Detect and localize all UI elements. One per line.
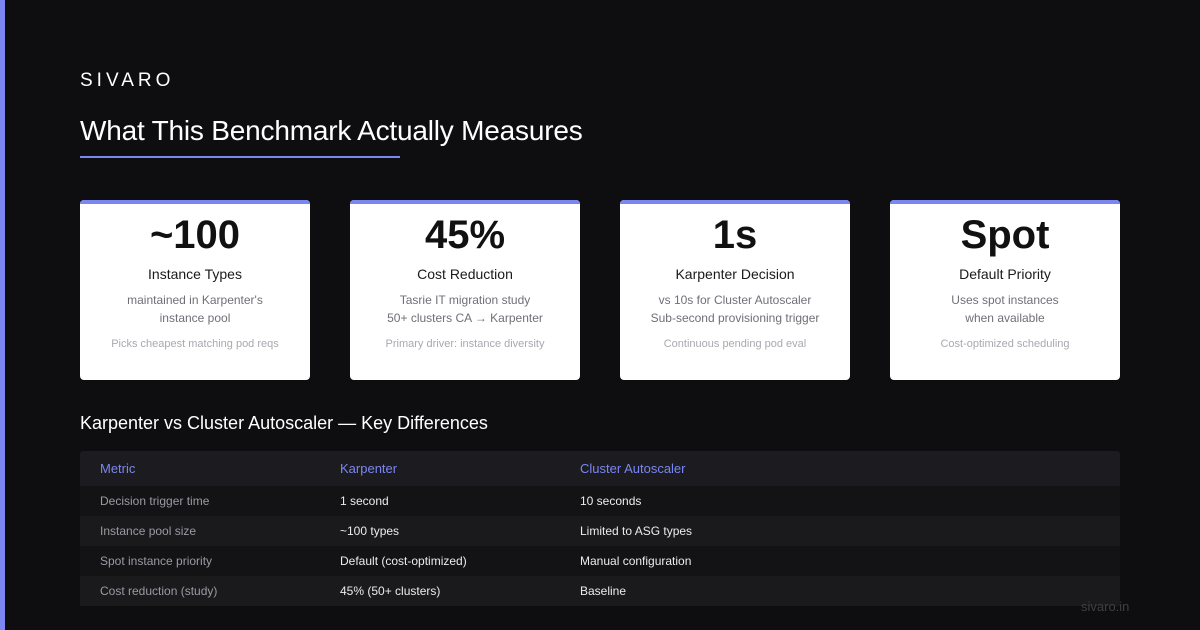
- stat-note: Picks cheapest matching pod reqs: [111, 338, 279, 350]
- stat-value: 1s: [712, 213, 758, 257]
- stat-cards: ~100 Instance Types maintained in Karpen…: [80, 200, 1120, 380]
- stat-card-default-priority: Spot Default Priority Uses spot instance…: [890, 200, 1120, 380]
- stat-label: Instance Types: [148, 266, 242, 282]
- card-accent-bar: [350, 200, 580, 204]
- column-header-cluster-autoscaler: Cluster Autoscaler: [580, 461, 686, 476]
- column-header-metric: Metric: [100, 461, 136, 476]
- column-header-karpenter: Karpenter: [340, 461, 398, 476]
- comparison-title: Karpenter vs Cluster Autoscaler — Key Di…: [80, 413, 488, 433]
- stat-card-instance-types: ~100 Instance Types maintained in Karpen…: [80, 200, 310, 380]
- stat-description-line: vs 10s for Cluster Autoscaler: [658, 293, 812, 307]
- stat-description-line: Sub-second provisioning trigger: [650, 311, 820, 325]
- karpenter-cell: ~100 types: [340, 524, 400, 538]
- table-row: Decision trigger time 1 second 10 second…: [80, 486, 1120, 516]
- title-underline: [80, 156, 400, 158]
- stat-label: Cost Reduction: [417, 266, 513, 282]
- stat-card-karpenter-decision: 1s Karpenter Decision vs 10s for Cluster…: [620, 200, 850, 380]
- stat-value: 45%: [424, 213, 506, 257]
- stat-label: Karpenter Decision: [675, 266, 795, 282]
- stat-value: Spot: [960, 213, 1050, 257]
- brand-logo: SIVARO: [80, 70, 175, 91]
- metric-cell: Spot instance priority: [100, 554, 213, 568]
- stat-description-line: 50+ clusters CA → Karpenter: [387, 311, 543, 325]
- stat-description-line: Uses spot instances: [951, 293, 1059, 307]
- stat-description-line: instance pool: [159, 311, 231, 325]
- table-row: Spot instance priority Default (cost-opt…: [80, 546, 1120, 576]
- card-accent-bar: [890, 200, 1120, 204]
- stat-note: Continuous pending pod eval: [663, 338, 807, 350]
- page-title: What This Benchmark Actually Measures: [80, 115, 583, 146]
- footer-url: sivaro.in: [1081, 599, 1130, 614]
- stat-description-line: when available: [965, 311, 1045, 325]
- stat-note: Cost-optimized scheduling: [940, 338, 1070, 350]
- cluster-autoscaler-cell: 10 seconds: [580, 494, 642, 508]
- metric-cell: Instance pool size: [100, 524, 197, 538]
- cluster-autoscaler-cell: Limited to ASG types: [580, 524, 693, 538]
- stat-description-line: maintained in Karpenter's: [127, 293, 263, 307]
- stat-description: Uses spot instances when available: [890, 291, 1120, 327]
- karpenter-cell: 45% (50+ clusters): [340, 584, 441, 598]
- cluster-autoscaler-cell: Baseline: [580, 584, 627, 598]
- stat-value: ~100: [149, 213, 241, 257]
- comparison-table: Metric Karpenter Cluster Autoscaler Deci…: [80, 451, 1120, 606]
- karpenter-cell: Default (cost-optimized): [340, 554, 467, 568]
- karpenter-cell: 1 second: [340, 494, 389, 508]
- stat-label: Default Priority: [959, 266, 1051, 282]
- table-row: Cost reduction (study) 45% (50+ clusters…: [80, 576, 1120, 606]
- metric-cell: Cost reduction (study): [100, 584, 218, 598]
- stat-description-line: Tasrie IT migration study: [399, 293, 531, 307]
- stat-description: vs 10s for Cluster Autoscaler Sub-second…: [620, 291, 850, 327]
- accent-bar: [0, 0, 5, 630]
- stat-description: maintained in Karpenter's instance pool: [80, 291, 310, 327]
- metric-cell: Decision trigger time: [100, 494, 210, 508]
- card-accent-bar: [620, 200, 850, 204]
- stat-description: Tasrie IT migration study 50+ clusters C…: [350, 291, 580, 327]
- table-header-row: Metric Karpenter Cluster Autoscaler: [80, 451, 1120, 486]
- table-row: Instance pool size ~100 types Limited to…: [80, 516, 1120, 546]
- card-accent-bar: [80, 200, 310, 204]
- stat-card-cost-reduction: 45% Cost Reduction Tasrie IT migration s…: [350, 200, 580, 380]
- cluster-autoscaler-cell: Manual configuration: [580, 554, 692, 568]
- stat-note: Primary driver: instance diversity: [385, 338, 545, 350]
